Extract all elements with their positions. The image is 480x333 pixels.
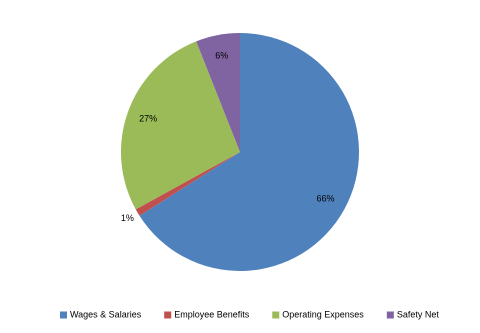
data-label: 27% [139, 113, 157, 123]
pie-slice [135, 152, 240, 216]
data-label: 66% [317, 193, 335, 203]
legend-label: Wages & Salaries [70, 309, 142, 319]
pie-slice [196, 33, 240, 152]
legend-swatch [164, 311, 172, 319]
data-label: 1% [121, 213, 134, 223]
legend-label: Employee Benefits [174, 309, 250, 319]
pie-slice [120, 41, 240, 210]
data-label: 6% [215, 51, 228, 61]
pie-slice [139, 33, 359, 271]
legend-label: Safety Net [397, 309, 440, 319]
legend-swatch [60, 311, 67, 319]
legend-swatch [272, 311, 280, 319]
legend-swatch [386, 311, 394, 319]
legend-label: Operating Expenses [282, 309, 364, 319]
